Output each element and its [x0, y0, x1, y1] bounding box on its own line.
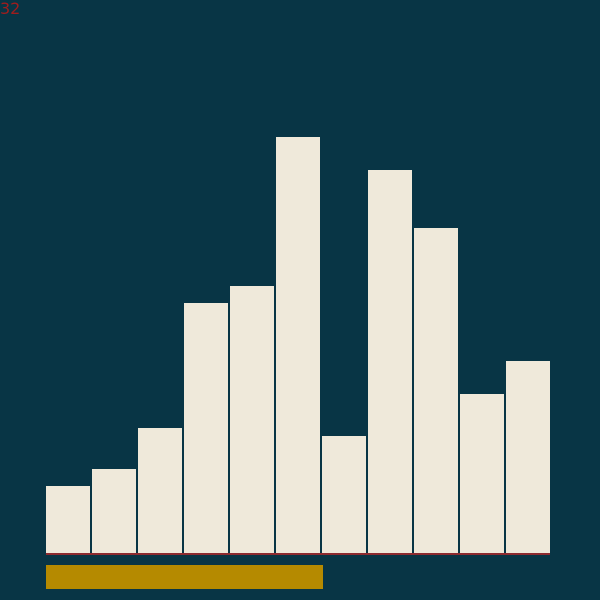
bar-8: [368, 170, 412, 553]
baseline: [46, 553, 550, 555]
bar-4: [184, 303, 228, 553]
bar-7: [322, 436, 366, 553]
bar-3: [138, 428, 182, 553]
bar-11: [506, 361, 550, 553]
bar-2: [92, 469, 136, 553]
progress-bar: [46, 565, 550, 589]
bar-5: [230, 286, 274, 553]
progress-bar-fill: [46, 565, 324, 589]
bar-1: [46, 486, 90, 553]
bar-10: [460, 394, 504, 553]
score-counter: 32: [0, 0, 21, 18]
bar-9: [414, 228, 458, 553]
bar-6: [276, 137, 320, 553]
